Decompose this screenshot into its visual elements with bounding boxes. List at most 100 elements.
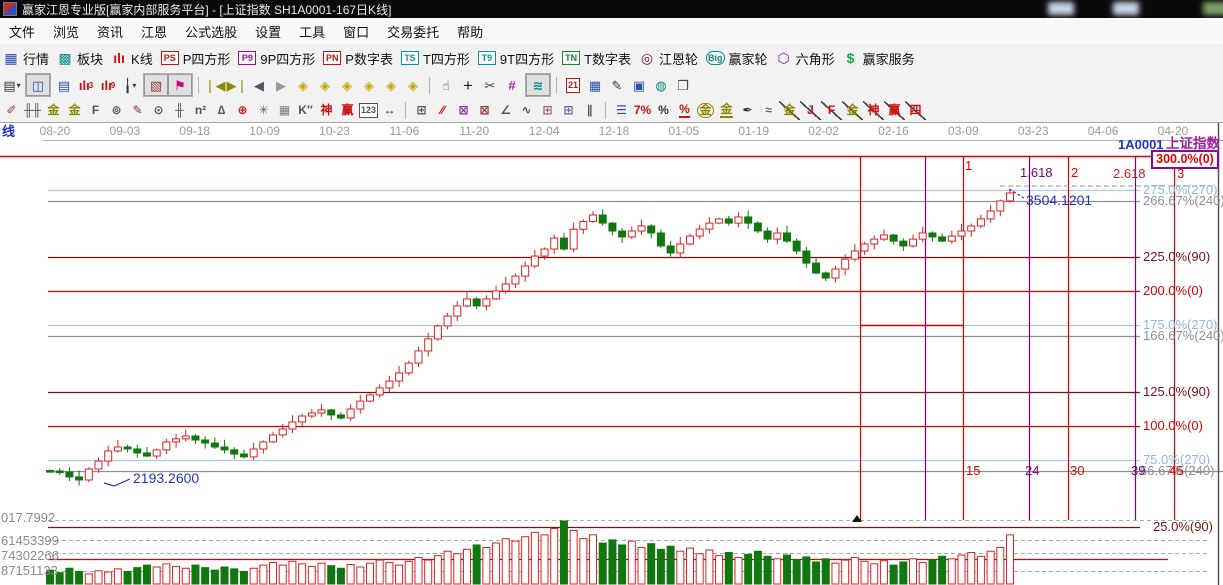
fence-win-button[interactable]: 赢 [337,101,358,120]
kline-9-button[interactable]: ılı 9 [97,75,119,95]
si-ray-button[interactable]: 四 [905,100,926,120]
p-square-button[interactable]: PS P四方形 [160,49,230,68]
calendar-button[interactable]: 21 [562,75,584,95]
grid-target-button[interactable]: ▦ [274,101,295,120]
9p-square-button[interactable]: P9 9P四方形 [238,49,315,68]
menu-item[interactable]: 窗口 [343,24,370,40]
menu-item[interactable]: 浏览 [53,24,80,40]
box-fan-red-button[interactable]: ⊠ [474,101,495,120]
menu-item[interactable]: 资讯 [97,24,124,40]
trend-scissors-button[interactable]: ✂ [479,75,501,95]
quote-report-button[interactable]: ▤ [53,75,75,95]
menu-item[interactable]: 公式选股 [185,24,238,40]
zigzag-button[interactable]: ∿ [516,101,537,120]
percent-fib-button[interactable]: 7% [632,101,653,120]
next-page-button[interactable]: ▶ [270,75,292,95]
menu-item[interactable]: 江恩 [141,24,168,40]
gann-diamond-e-button[interactable]: ◈ [314,75,336,95]
memo-button[interactable]: ✎ [606,75,628,95]
j-ray-button[interactable]: J [800,100,821,120]
percent-levels-button[interactable]: % [674,101,695,120]
ruler-fence-button[interactable]: ╫ [169,101,190,120]
kline-3-button[interactable]: ılı 3 [75,75,97,95]
gann-diamond-all-button[interactable]: ◈ [402,75,424,95]
gann-fence-gold-2-button[interactable]: 金 [64,101,85,120]
calculator-button[interactable]: ▦ [584,75,606,95]
save-button[interactable]: ▣ [628,75,650,95]
first-page-button[interactable]: ❘◀ [204,75,226,95]
width-arrows-button[interactable]: ↔ [379,101,400,120]
gann-diamond-ns-button[interactable]: ◈ [380,75,402,95]
ray-fan-button[interactable]: ∕∕ [432,101,453,120]
gann-diamond-w-button[interactable]: ◈ [292,75,314,95]
app-icon [3,2,17,16]
gann-wheel-button[interactable]: ◎ 江恩轮 [639,49,698,68]
menu-item[interactable]: 文件 [9,24,36,40]
market-quotes-button[interactable]: ▦ 行情 [3,49,49,68]
highlighted-level-300[interactable]: 300.0%(0) [1151,150,1219,169]
gold-ray-button[interactable]: 金 [779,100,800,120]
shen-ray-button[interactable]: 神 [863,100,884,120]
paint-brush-button[interactable]: ✐ [1,101,22,120]
gold-levels-button[interactable]: 金 [716,101,737,120]
gann-fence-gold-button[interactable]: 金 [43,101,64,120]
n-square-button[interactable]: n² [190,101,211,120]
menu-item[interactable]: 帮助 [457,24,484,40]
winner-wheel-button[interactable]: Big 赢家轮 [706,49,768,68]
period-selector-button[interactable]: ▤ ▾ [1,75,23,95]
gann-fence-f-button[interactable]: F [85,101,106,120]
winner-service-button[interactable]: $ 赢家服务 [843,49,915,68]
t-square-button[interactable]: TS T四方形 [400,49,470,68]
k-quote-button[interactable]: K″ [295,101,316,120]
angle-tool-button[interactable]: ∆ [211,101,232,120]
p-number-table-button[interactable]: PN P数字表 [323,49,393,68]
color-flag-button[interactable]: ⚑ [168,74,192,96]
candle-style-button[interactable]: ╽ ▾ [119,75,141,95]
gann-pattern-button[interactable]: ▧ [144,74,168,96]
wave-tool-button[interactable]: ≈ [758,101,779,120]
crosshair-button[interactable]: + [457,75,479,95]
gann-spiral-button[interactable]: ⊚ [106,101,127,120]
kline-chart-area[interactable]: 线 1A0001 上证指数 300.0%(0) 2193.2600 3504.1… [0,122,1223,585]
menu-item[interactable]: 交易委托 [387,24,440,40]
seal-pen-button[interactable]: ✎ [127,101,148,120]
target-cross-button[interactable]: ⊕ [232,101,253,120]
percent-button[interactable]: % [653,101,674,120]
parallel-lines-button[interactable]: ∥ [579,101,600,120]
9t-square-button[interactable]: T9 9T四方形 [477,49,554,68]
last-page-button[interactable]: ▶❘ [226,75,248,95]
browser-button[interactable]: ◍ [650,75,672,95]
angle-rays-button[interactable]: ∠ [495,101,516,120]
fence-shen-button[interactable]: 神 [316,101,337,120]
box-fan-purple-button[interactable]: ⊠ [453,101,474,120]
gann-diamond-x-button[interactable]: ◈ [358,75,380,95]
gold-angle-ray-button[interactable]: 金 [842,100,863,120]
f-ray-button[interactable]: F [821,100,842,120]
hexagon-button[interactable]: ⬡ 六角形 [776,49,834,68]
printer-button[interactable]: ❒ [672,75,694,95]
title-bar[interactable]: 赢家江恩专业版[赢家内部服务平台] - [上证指数 SH1A0001-167日K… [0,0,1223,18]
teal-pattern-button[interactable]: ≋ [526,74,550,96]
gold-circle-button[interactable]: 金 [695,101,716,120]
grid-a-button[interactable]: ⊞ [537,101,558,120]
prev-page-button[interactable]: ◀ [248,75,270,95]
grid-b-button[interactable]: ⊞ [558,101,579,120]
gann-diamond-we-button[interactable]: ◈ [336,75,358,95]
win-ray-button[interactable]: 赢 [884,100,905,120]
drag-hand-button[interactable]: ☝ [435,75,457,95]
kline-button[interactable]: ılı K线 [111,49,153,68]
ink-pen-button[interactable]: ✒ [737,101,758,120]
time-clock-button[interactable]: ⊙ [148,101,169,120]
minute-chart-button[interactable]: ◫ [26,74,50,96]
box-tool-button[interactable]: ⊞ [411,101,432,120]
sectors-button[interactable]: ▩ 板块 [57,49,103,68]
gann-fence-button[interactable]: ╫╫ [22,101,43,120]
star-burst-button[interactable]: ✳ [253,101,274,120]
level-table-button[interactable]: ☰ [611,101,632,120]
purple-band-button[interactable]: # [501,75,523,95]
t-number-table-button[interactable]: TN T数字表 [562,49,631,68]
abacus-123-button[interactable]: 123 [358,101,379,120]
menu-item[interactable]: 工具 [299,24,326,40]
kline-chart-canvas[interactable] [0,123,1223,585]
menu-item[interactable]: 设置 [255,24,282,40]
